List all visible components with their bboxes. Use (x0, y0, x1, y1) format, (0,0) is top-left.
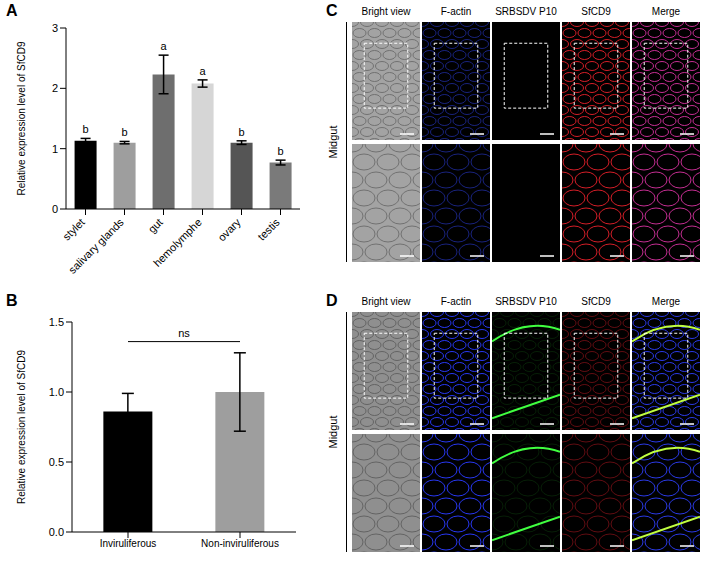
svg-text:b: b (82, 123, 88, 135)
html-text:Bright view: Bright view (361, 6, 411, 17)
svg-text:testis: testis (255, 216, 282, 243)
svg-text:ovary: ovary (215, 216, 243, 244)
svg-text:2: 2 (52, 82, 58, 94)
svg-text:b: b (277, 145, 283, 157)
svg-text:0: 0 (52, 203, 58, 215)
svg-text:gut: gut (146, 216, 165, 235)
svg-text:a: a (199, 65, 206, 77)
html-text:C: C (326, 2, 338, 19)
svg-text:3: 3 (52, 22, 58, 34)
html-text:SRBSDV P10: SRBSDV P10 (495, 296, 557, 307)
svg-text:ns: ns (178, 327, 190, 339)
svg-text:1: 1 (52, 143, 58, 155)
svg-text:a: a (160, 40, 167, 52)
svg-text:hemolymphe: hemolymphe (151, 216, 204, 269)
html-text:A: A (6, 2, 18, 19)
svg-text:stylet: stylet (60, 216, 87, 243)
svg-text:salivary glands: salivary glands (66, 216, 126, 276)
svg-text:Inviruliferous: Inviruliferous (100, 538, 157, 549)
svg-text:b: b (121, 126, 127, 138)
html-text:D: D (326, 292, 338, 309)
svg-text:1.5: 1.5 (49, 316, 64, 328)
html-text:F-actin: F-actin (440, 6, 472, 17)
html-text:SRBSDV P10: SRBSDV P10 (495, 6, 557, 17)
svg-text:0.0: 0.0 (49, 526, 64, 538)
svg-text:1.0: 1.0 (49, 386, 64, 398)
svg-text:Relative expression level of S: Relative expression level of SfCD9 (16, 350, 27, 504)
html-text:Merge: Merge (651, 296, 681, 307)
html-text:Bright view: Bright view (361, 296, 411, 307)
html-text:Merge: Merge (651, 6, 681, 17)
svg-text:Non-inviruliferous: Non-inviruliferous (201, 538, 279, 549)
html-text:Midgut: Midgut (327, 415, 339, 449)
svg-text:b: b (238, 126, 244, 138)
html-text:SfCD9: SfCD9 (581, 6, 611, 17)
html-text:F-actin: F-actin (440, 296, 472, 307)
svg-text:0.5: 0.5 (49, 456, 64, 468)
svg-text:Relative expression level of S: Relative expression level of SfCD9 (16, 41, 27, 195)
html-text:Midgut: Midgut (327, 125, 339, 159)
html-text:B: B (6, 292, 18, 309)
html-text:SfCD9: SfCD9 (581, 296, 611, 307)
